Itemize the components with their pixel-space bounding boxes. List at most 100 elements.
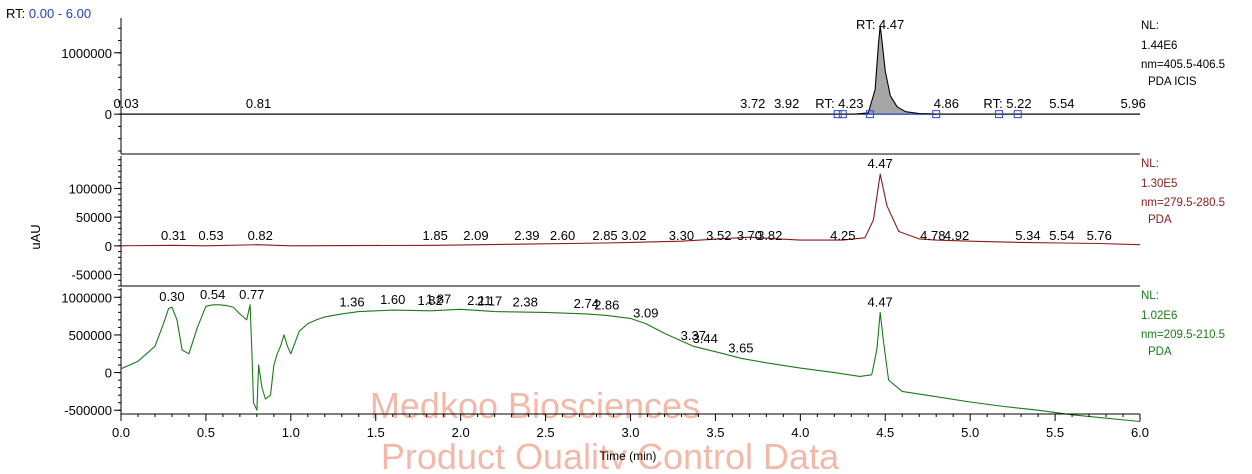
panel-2-peak-label: 3.30 bbox=[669, 228, 694, 243]
panel-1-y-tick-label: 1000000 bbox=[61, 46, 112, 61]
panel-1-peak-label: 0.81 bbox=[246, 96, 271, 111]
panel-3-peak-label: 4.47 bbox=[867, 294, 892, 309]
x-axis-tick-label: 3.5 bbox=[706, 425, 724, 440]
panel-3-peak-label: 2.38 bbox=[513, 294, 538, 309]
panel-2-y-tick-label: 100000 bbox=[69, 181, 112, 196]
panel-1-peak-area bbox=[868, 25, 937, 115]
x-axis-tick-label: 5.5 bbox=[1046, 425, 1064, 440]
panel-2-peak-label: 2.60 bbox=[550, 228, 575, 243]
panel-1-y-tick-label: 0 bbox=[105, 107, 112, 122]
x-axis-tick-label: 2.5 bbox=[537, 425, 555, 440]
panel-2-trace bbox=[120, 173, 1141, 247]
panel-2-peak-label: 0.31 bbox=[161, 228, 186, 243]
rt-range-prefix: RT: bbox=[6, 6, 26, 21]
panel-2-peak-label: 3.82 bbox=[757, 228, 782, 243]
panel-3-peak-label: 3.09 bbox=[633, 306, 658, 321]
panel-1-trace bbox=[121, 25, 1140, 115]
panel-3-peak-label: 2.11 bbox=[467, 293, 491, 308]
panel-3-y-tick-label: -500000 bbox=[64, 403, 112, 418]
panel-3-peak-label: 2.86 bbox=[594, 297, 619, 312]
x-axis-tick-label: 4.0 bbox=[791, 425, 809, 440]
panel-3-peak-label: 3.37 bbox=[681, 328, 706, 343]
panel-3-peak-label: 2.74 bbox=[574, 296, 599, 311]
panel-3-trace bbox=[120, 304, 1141, 423]
panel-3-y-tick-label: 0 bbox=[105, 366, 112, 381]
panel-3-peak-label: 1.87 bbox=[426, 291, 451, 306]
panel-1-integration-marker bbox=[932, 110, 941, 119]
panel-2-peak-label: 4.25 bbox=[830, 228, 855, 243]
watermark-line-1: Medkoo Biosciences bbox=[370, 385, 700, 426]
panel-1-info-line: nm=405.5-406.5 bbox=[1141, 59, 1225, 71]
x-axis-title: Time (min) bbox=[600, 449, 657, 463]
panel-2-y-tick-label: -50000 bbox=[72, 268, 112, 283]
panel-3-peak-label: 0.77 bbox=[239, 287, 264, 302]
x-axis-tick-label: 0.0 bbox=[112, 425, 130, 440]
panel-3-peak-label: 1.82 bbox=[417, 293, 442, 308]
panel-1-integration-marker bbox=[833, 110, 842, 119]
panel-1-info-line: NL: bbox=[1141, 20, 1159, 32]
panel-2-peak-label: 5.34 bbox=[1015, 228, 1040, 243]
panel-1-integration-marker bbox=[865, 110, 874, 119]
panel-2-peak-label: 4.47 bbox=[867, 156, 892, 171]
panel-2-peak-label: 0.53 bbox=[198, 228, 223, 243]
x-axis-tick-label: 2.0 bbox=[452, 425, 470, 440]
panel-3-info-line: 1.02E6 bbox=[1141, 310, 1177, 322]
panel-1-peak-label: RT: 4.23 bbox=[815, 96, 863, 111]
watermark-line-2: Product Quality Control Data bbox=[381, 436, 840, 469]
panel-2-peak-label: 4.92 bbox=[944, 228, 969, 243]
x-axis-tick-label: 4.5 bbox=[876, 425, 894, 440]
panel-2-info-line: nm=279.5-280.5 bbox=[1141, 197, 1225, 209]
panel-1-integration-marker bbox=[838, 110, 847, 119]
panel-3-peak-label: 0.30 bbox=[159, 289, 184, 304]
panel-2-info-line: 1.30E5 bbox=[1141, 178, 1177, 190]
panel-3-peak-label: 0.54 bbox=[200, 287, 225, 302]
panel-3-info-line: nm=209.5-210.5 bbox=[1141, 329, 1225, 341]
panel-3-peak-label: 3.65 bbox=[728, 340, 753, 355]
panel-1-peak-label: RT: 4.47 bbox=[856, 17, 904, 32]
panel-1-peak-label: 3.72 bbox=[740, 96, 765, 111]
panel-2-peak-label: 5.54 bbox=[1049, 228, 1074, 243]
x-axis-tick-label: 3.0 bbox=[621, 425, 639, 440]
panel-3-peak-label: 3.44 bbox=[693, 331, 718, 346]
panel-1-peak-label: 0.03 bbox=[113, 96, 138, 111]
rt-range-header: RT: 0.00 - 6.00 bbox=[6, 6, 91, 21]
panel-3-peak-label: 2.17 bbox=[477, 294, 502, 309]
panel-1-peak-label: 4.86 bbox=[934, 96, 959, 111]
panel-2-peak-label: 3.70 bbox=[737, 228, 762, 243]
panel-3-y-tick-label: 1000000 bbox=[61, 290, 112, 305]
x-axis-tick-label: 0.5 bbox=[197, 425, 215, 440]
panel-2-peak-label: 3.52 bbox=[706, 228, 731, 243]
x-axis-tick-label: 6.0 bbox=[1131, 425, 1149, 440]
panel-2-peak-label: 1.85 bbox=[423, 228, 448, 243]
panel-2-peak-label: 2.39 bbox=[514, 228, 539, 243]
panel-1-info-line: 1.44E6 bbox=[1141, 40, 1177, 52]
panel-1-peak-label: 5.96 bbox=[1121, 96, 1146, 111]
panel-2-info-line: PDA bbox=[1148, 214, 1172, 226]
y-axis-title: uAU bbox=[28, 224, 43, 249]
x-axis-tick-label: 1.5 bbox=[367, 425, 385, 440]
rt-range-value: 0.00 - 6.00 bbox=[28, 6, 92, 21]
panel-1-peak-label: RT: 5.22 bbox=[983, 96, 1031, 111]
panel-2-peak-label: 4.78 bbox=[920, 228, 945, 243]
x-axis-tick-label: 5.0 bbox=[961, 425, 979, 440]
watermark: Medkoo Biosciences Product Quality Contr… bbox=[370, 385, 840, 474]
panel-1-peak-label: 5.54 bbox=[1049, 96, 1074, 111]
panel-2-peak-label: 3.02 bbox=[621, 228, 646, 243]
panel-3-y-tick-label: 500000 bbox=[69, 328, 112, 343]
panel-3-info-line: NL: bbox=[1141, 290, 1159, 302]
panel-2-peak-label: 2.09 bbox=[463, 228, 488, 243]
panel-2-peak-label: 0.82 bbox=[248, 228, 273, 243]
x-axis-tick-label: 1.0 bbox=[282, 425, 300, 440]
panel-3-info-line: PDA bbox=[1148, 346, 1172, 358]
panel-1-integration-marker bbox=[995, 110, 1004, 119]
panel-2-info-line: NL: bbox=[1141, 158, 1159, 170]
panel-2-peak-label: 5.76 bbox=[1087, 228, 1112, 243]
panel-2-peak-label: 2.85 bbox=[592, 228, 617, 243]
panel-3-peak-label: 1.60 bbox=[380, 292, 405, 307]
panel-1-integration-marker bbox=[1013, 110, 1022, 119]
panel-1-info-line: PDA ICIS bbox=[1148, 76, 1197, 88]
panel-2-y-tick-label: 0 bbox=[105, 239, 112, 254]
panel-1-peak-label: 3.92 bbox=[774, 96, 799, 111]
